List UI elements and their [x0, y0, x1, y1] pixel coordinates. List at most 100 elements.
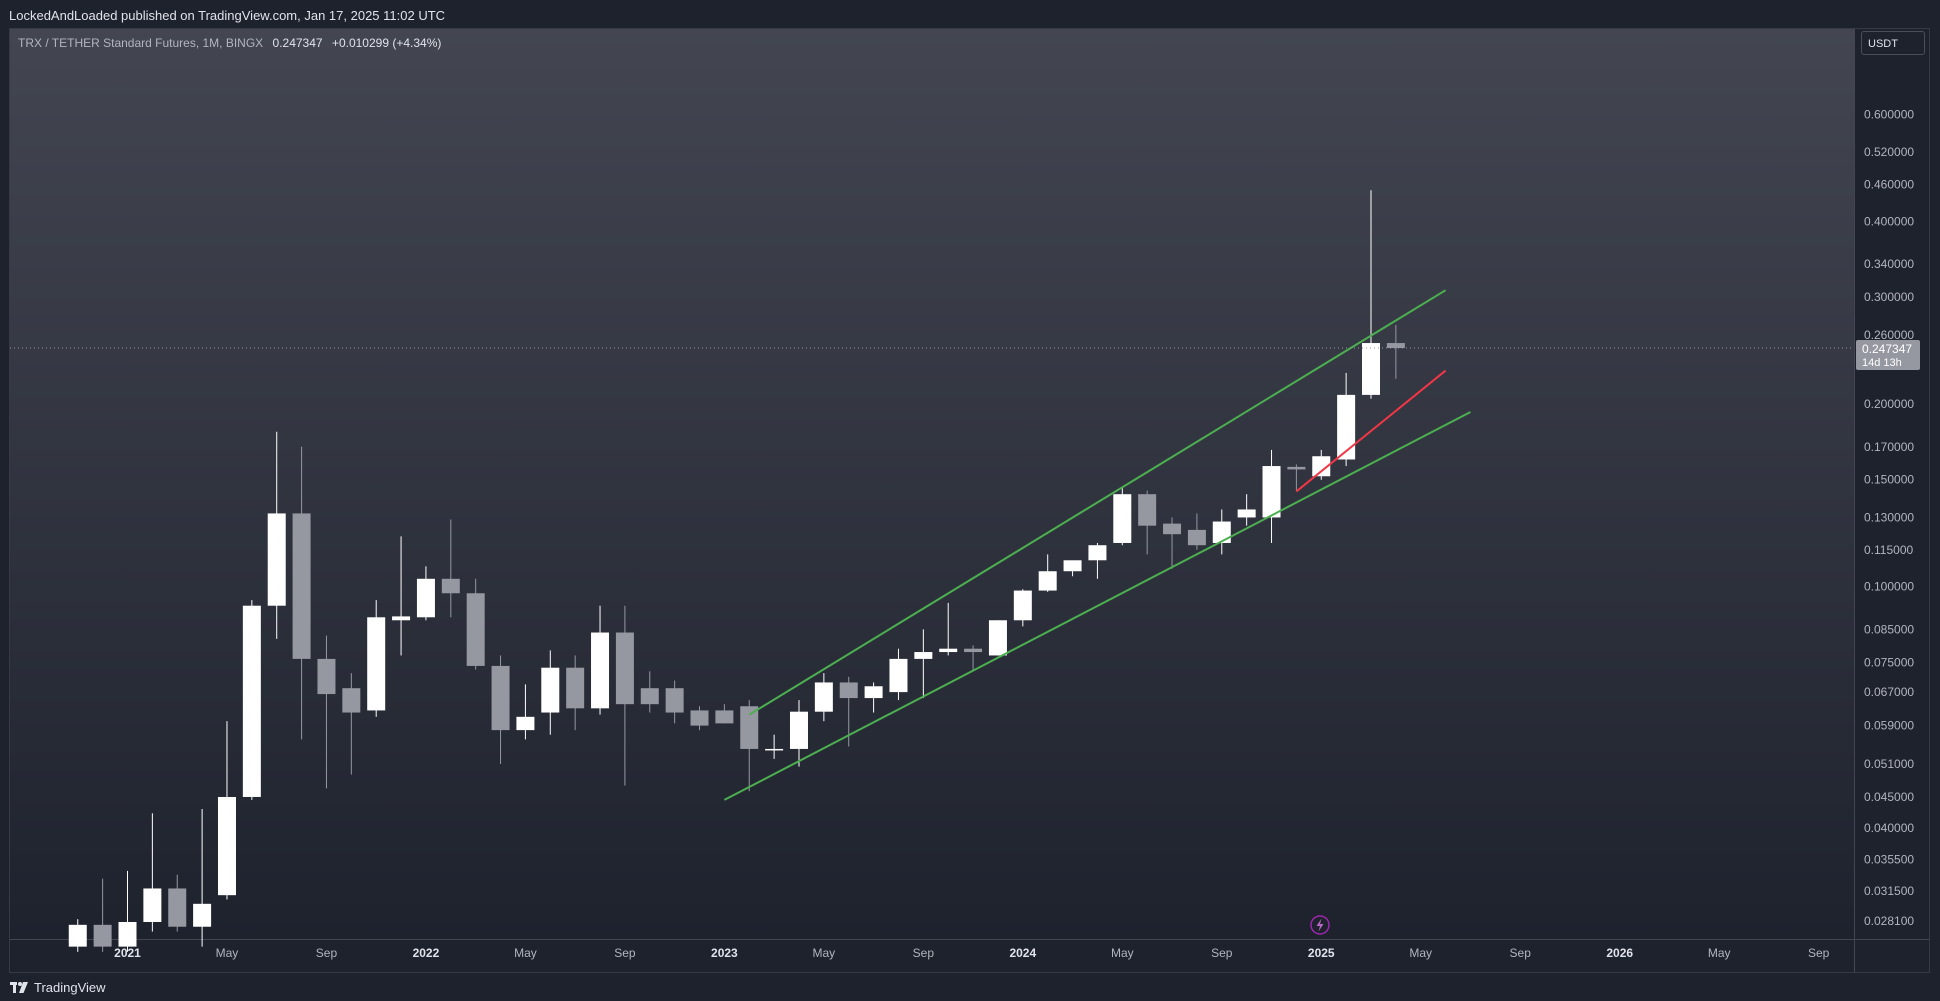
- candle-body: [68, 924, 87, 947]
- candle-body: [939, 648, 958, 653]
- x-tick-label: 2023: [711, 946, 738, 960]
- candle[interactable]: [789, 700, 808, 767]
- candle-body: [789, 711, 808, 749]
- tradingview-logo[interactable]: TradingView: [10, 980, 106, 995]
- candle[interactable]: [566, 655, 585, 731]
- candle[interactable]: [814, 673, 833, 722]
- x-tick-label: Sep: [1808, 946, 1830, 960]
- candle[interactable]: [864, 682, 883, 713]
- y-tick-label: 0.035500: [1864, 852, 1914, 866]
- candle-body: [1312, 456, 1331, 477]
- event-marker[interactable]: [1310, 915, 1330, 935]
- time-scale-background[interactable]: [10, 940, 1929, 972]
- candle-body: [541, 667, 560, 713]
- y-tick-label: 0.051000: [1864, 757, 1914, 771]
- y-tick-label: 0.100000: [1864, 580, 1914, 594]
- candle-body: [143, 888, 162, 922]
- candle[interactable]: [1063, 560, 1082, 577]
- trend-line-support[interactable]: [1295, 369, 1447, 493]
- candle-body: [1138, 494, 1157, 526]
- footer-bar: TradingView: [0, 973, 1940, 1001]
- candle[interactable]: [1038, 554, 1057, 592]
- candle[interactable]: [615, 605, 634, 786]
- candle[interactable]: [740, 700, 759, 792]
- candle[interactable]: [765, 734, 784, 759]
- candle[interactable]: [1312, 449, 1331, 480]
- candle-body: [889, 658, 908, 693]
- candle[interactable]: [367, 600, 386, 717]
- y-tick-label: 0.460000: [1864, 177, 1914, 191]
- last-price-label: 0.247347: [1862, 342, 1912, 356]
- candle-body: [193, 903, 212, 927]
- candle-body: [168, 888, 187, 927]
- candle-body: [615, 632, 634, 705]
- candle[interactable]: [267, 431, 286, 639]
- candle[interactable]: [1362, 190, 1380, 399]
- candle-body: [591, 632, 610, 709]
- candle-body: [665, 688, 684, 713]
- candle[interactable]: [317, 635, 336, 789]
- candle[interactable]: [1013, 589, 1032, 627]
- candle-body: [1386, 343, 1405, 349]
- candle[interactable]: [591, 605, 610, 715]
- candle[interactable]: [93, 878, 112, 952]
- candle[interactable]: [1287, 464, 1306, 491]
- plot-background: [10, 29, 1854, 939]
- y-tick-label: 0.031500: [1864, 884, 1914, 898]
- candle[interactable]: [466, 578, 485, 670]
- y-tick-label: 0.059000: [1864, 719, 1914, 733]
- price-scale-background[interactable]: [1855, 29, 1929, 939]
- x-tick-label: May: [813, 946, 836, 960]
- candle[interactable]: [939, 602, 958, 656]
- candle[interactable]: [690, 706, 709, 731]
- candle[interactable]: [118, 870, 137, 952]
- candle[interactable]: [193, 808, 212, 947]
- candle[interactable]: [640, 671, 659, 713]
- candle[interactable]: [889, 648, 908, 701]
- trend-line-channel-lower[interactable]: [723, 411, 1471, 801]
- candle-body: [93, 924, 112, 947]
- candle[interactable]: [541, 650, 560, 735]
- x-tick-label: 2024: [1009, 946, 1036, 960]
- publisher-text: LockedAndLoaded published on TradingView…: [9, 8, 446, 23]
- candle[interactable]: [416, 566, 435, 621]
- candle[interactable]: [392, 536, 411, 656]
- candle[interactable]: [1088, 542, 1107, 579]
- candle-body: [740, 706, 759, 749]
- candle[interactable]: [1113, 486, 1132, 546]
- candle[interactable]: [964, 645, 983, 672]
- candle-body: [765, 748, 784, 751]
- candle[interactable]: [988, 620, 1007, 656]
- candle[interactable]: [292, 446, 311, 740]
- candle[interactable]: [342, 673, 361, 775]
- x-tick-label: Sep: [913, 946, 935, 960]
- candle[interactable]: [914, 629, 933, 699]
- candle[interactable]: [665, 680, 684, 724]
- candle[interactable]: [491, 655, 510, 765]
- candle[interactable]: [1262, 449, 1281, 543]
- last-price-badge[interactable]: [1856, 339, 1920, 370]
- candle[interactable]: [715, 704, 734, 724]
- candle[interactable]: [1163, 517, 1182, 569]
- y-tick-label: 0.085000: [1864, 622, 1914, 636]
- candle[interactable]: [1212, 509, 1231, 555]
- candle[interactable]: [441, 519, 460, 618]
- candle[interactable]: [217, 721, 236, 900]
- candle[interactable]: [143, 813, 162, 932]
- trend-line-channel-upper[interactable]: [748, 289, 1447, 716]
- candle[interactable]: [168, 874, 187, 932]
- currency-button[interactable]: USDT: [1861, 31, 1925, 55]
- candle[interactable]: [1386, 324, 1405, 379]
- candle-body: [367, 617, 386, 711]
- candle[interactable]: [242, 600, 261, 800]
- x-tick-label: May: [216, 946, 239, 960]
- y-tick-label: 0.340000: [1864, 257, 1914, 271]
- candle[interactable]: [68, 919, 87, 952]
- y-tick-label: 0.400000: [1864, 214, 1914, 228]
- candle[interactable]: [516, 684, 535, 740]
- candle[interactable]: [1187, 513, 1206, 550]
- price-change: +0.010299 (+4.34%): [331, 36, 442, 50]
- candle[interactable]: [1237, 494, 1256, 526]
- candle[interactable]: [1138, 490, 1157, 555]
